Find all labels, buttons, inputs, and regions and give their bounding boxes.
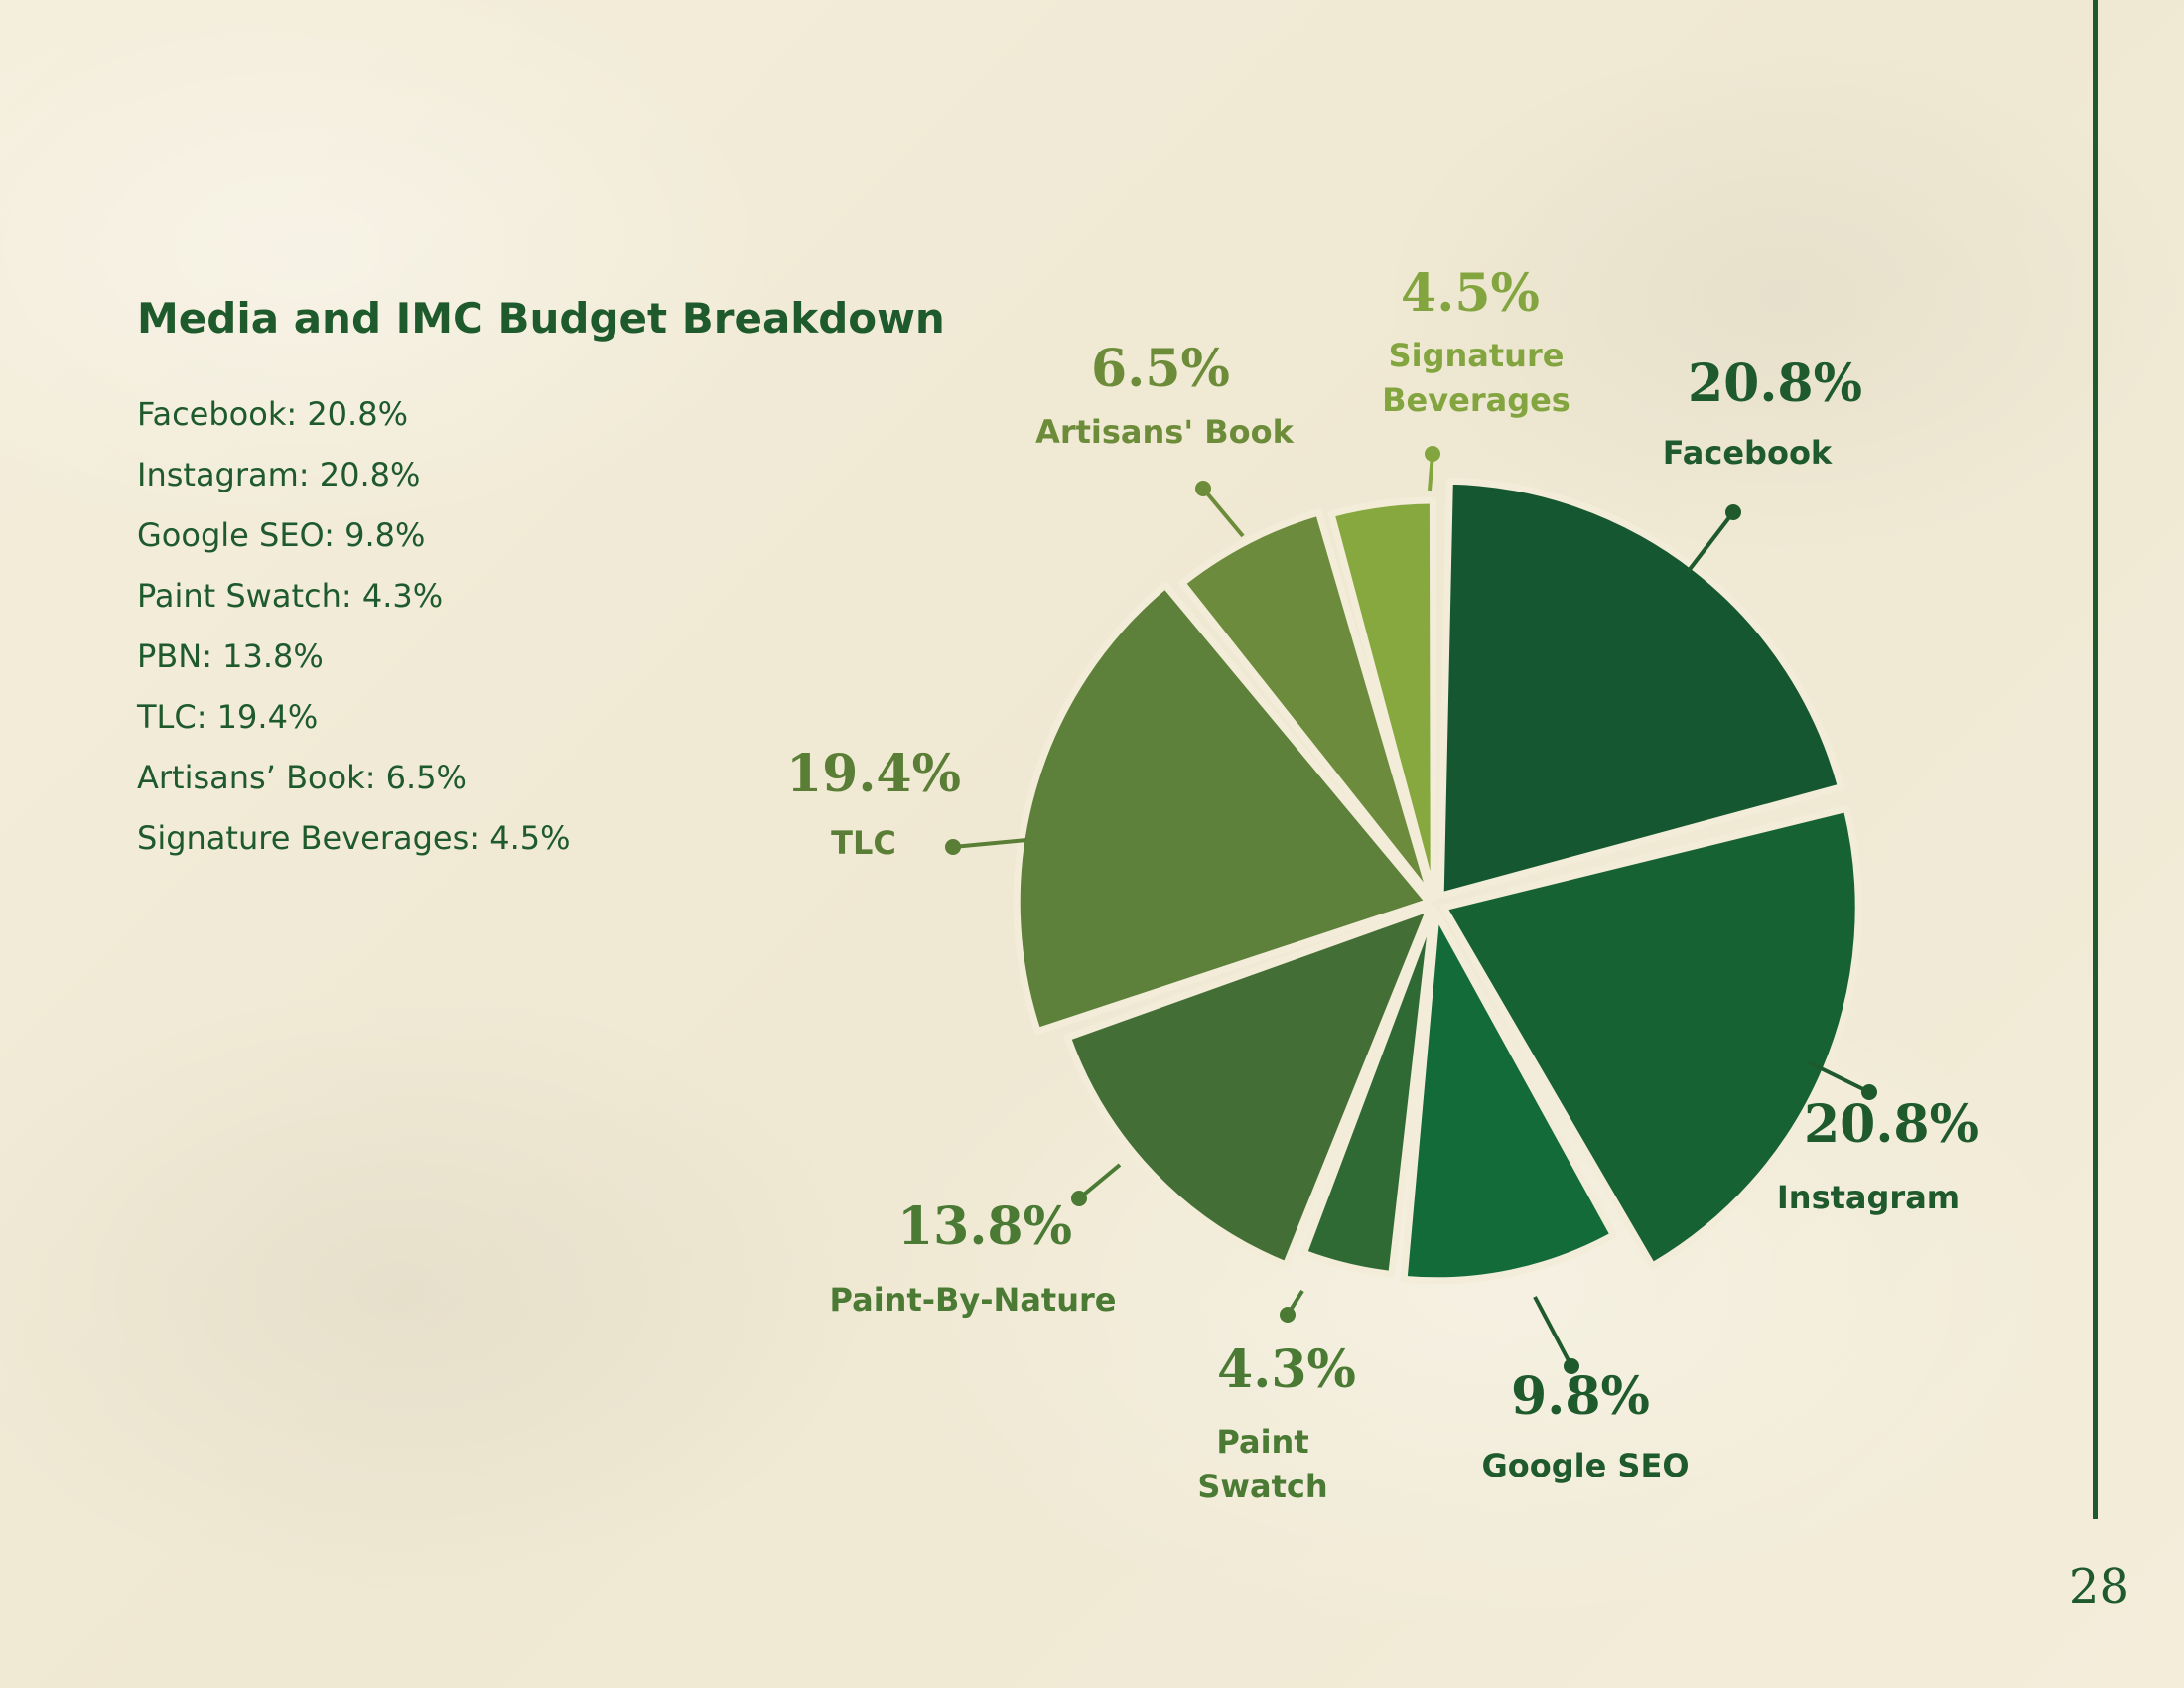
legend-item-google-seo: Google SEO: 9.8%	[137, 516, 426, 554]
name-label-facebook: Facebook	[1663, 434, 1833, 472]
budget-legend-list: Facebook: 20.8% Instagram: 20.8% Google …	[137, 392, 571, 877]
leader-dot-facebook	[1725, 504, 1741, 520]
leader-line-tlc	[952, 838, 1027, 849]
leader-dot-artisans-book	[1195, 481, 1211, 496]
leader-dot-paint-swatch	[1280, 1307, 1296, 1323]
pie-slice-artisans-book	[1178, 508, 1435, 903]
legend-item-facebook: Facebook: 20.8%	[137, 395, 408, 433]
name-label-paint-swatch: Swatch	[1197, 1468, 1327, 1505]
leader-dot-instagram	[1861, 1084, 1877, 1100]
leader-dot-google-seo	[1564, 1358, 1579, 1374]
value-label-google-seo: 9.8%	[1511, 1366, 1650, 1427]
name-label-instagram: Instagram	[1777, 1179, 1960, 1216]
name-label-signature-beverages: Beverages	[1382, 381, 1570, 419]
pie-slice-tlc	[1013, 581, 1433, 1036]
pie-slice-signature-beverages	[1327, 496, 1437, 902]
pie-slice-paint-by-nature	[1063, 904, 1434, 1269]
value-label-paint-by-nature: 13.8%	[897, 1196, 1072, 1257]
leader-dot-paint-by-nature	[1071, 1191, 1087, 1206]
leader-line-google-seo	[1533, 1296, 1573, 1367]
pie-slice-facebook	[1436, 477, 1845, 900]
value-label-instagram: 20.8%	[1804, 1094, 1979, 1155]
name-label-paint-by-nature: Paint-By-Nature	[830, 1281, 1117, 1319]
name-label-google-seo: Google SEO	[1481, 1447, 1689, 1484]
legend-item-signature-beverages: Signature Beverages: 4.5%	[137, 819, 571, 857]
name-label-tlc: TLC	[831, 824, 896, 862]
legend-item-pbn: PBN: 13.8%	[137, 637, 324, 675]
value-label-artisans-book: 6.5%	[1091, 339, 1230, 399]
legend-item-instagram: Instagram: 20.8%	[137, 456, 421, 493]
value-label-facebook: 20.8%	[1688, 353, 1862, 414]
legend-item-artisans-book: Artisans’ Book: 6.5%	[137, 759, 467, 796]
page-title: Media and IMC Budget Breakdown	[137, 294, 945, 343]
value-label-paint-swatch: 4.3%	[1217, 1339, 1356, 1400]
leader-line-artisans-book	[1201, 487, 1245, 538]
name-label-paint-swatch: Paint	[1216, 1423, 1308, 1461]
legend-item-paint-swatch: Paint Swatch: 4.3%	[137, 577, 444, 615]
page-number: 28	[2068, 1559, 2129, 1615]
value-label-tlc: 19.4%	[786, 744, 961, 804]
leader-dot-signature-beverages	[1425, 446, 1440, 462]
name-label-artisans-book: Artisans' Book	[1035, 413, 1295, 451]
leader-line-paint-by-nature	[1077, 1163, 1122, 1200]
name-label-signature-beverages: Signature	[1389, 337, 1565, 374]
vertical-rule	[2093, 0, 2098, 1519]
legend-item-tlc: TLC: 19.4%	[137, 698, 319, 736]
value-label-signature-beverages: 4.5%	[1401, 263, 1540, 324]
leader-line-facebook	[1686, 510, 1735, 574]
pie-slice-paint-swatch	[1299, 906, 1437, 1278]
pie-slice-google-seo	[1400, 910, 1617, 1285]
leader-dot-tlc	[945, 839, 961, 855]
leader-line-instagram	[1808, 1060, 1870, 1094]
